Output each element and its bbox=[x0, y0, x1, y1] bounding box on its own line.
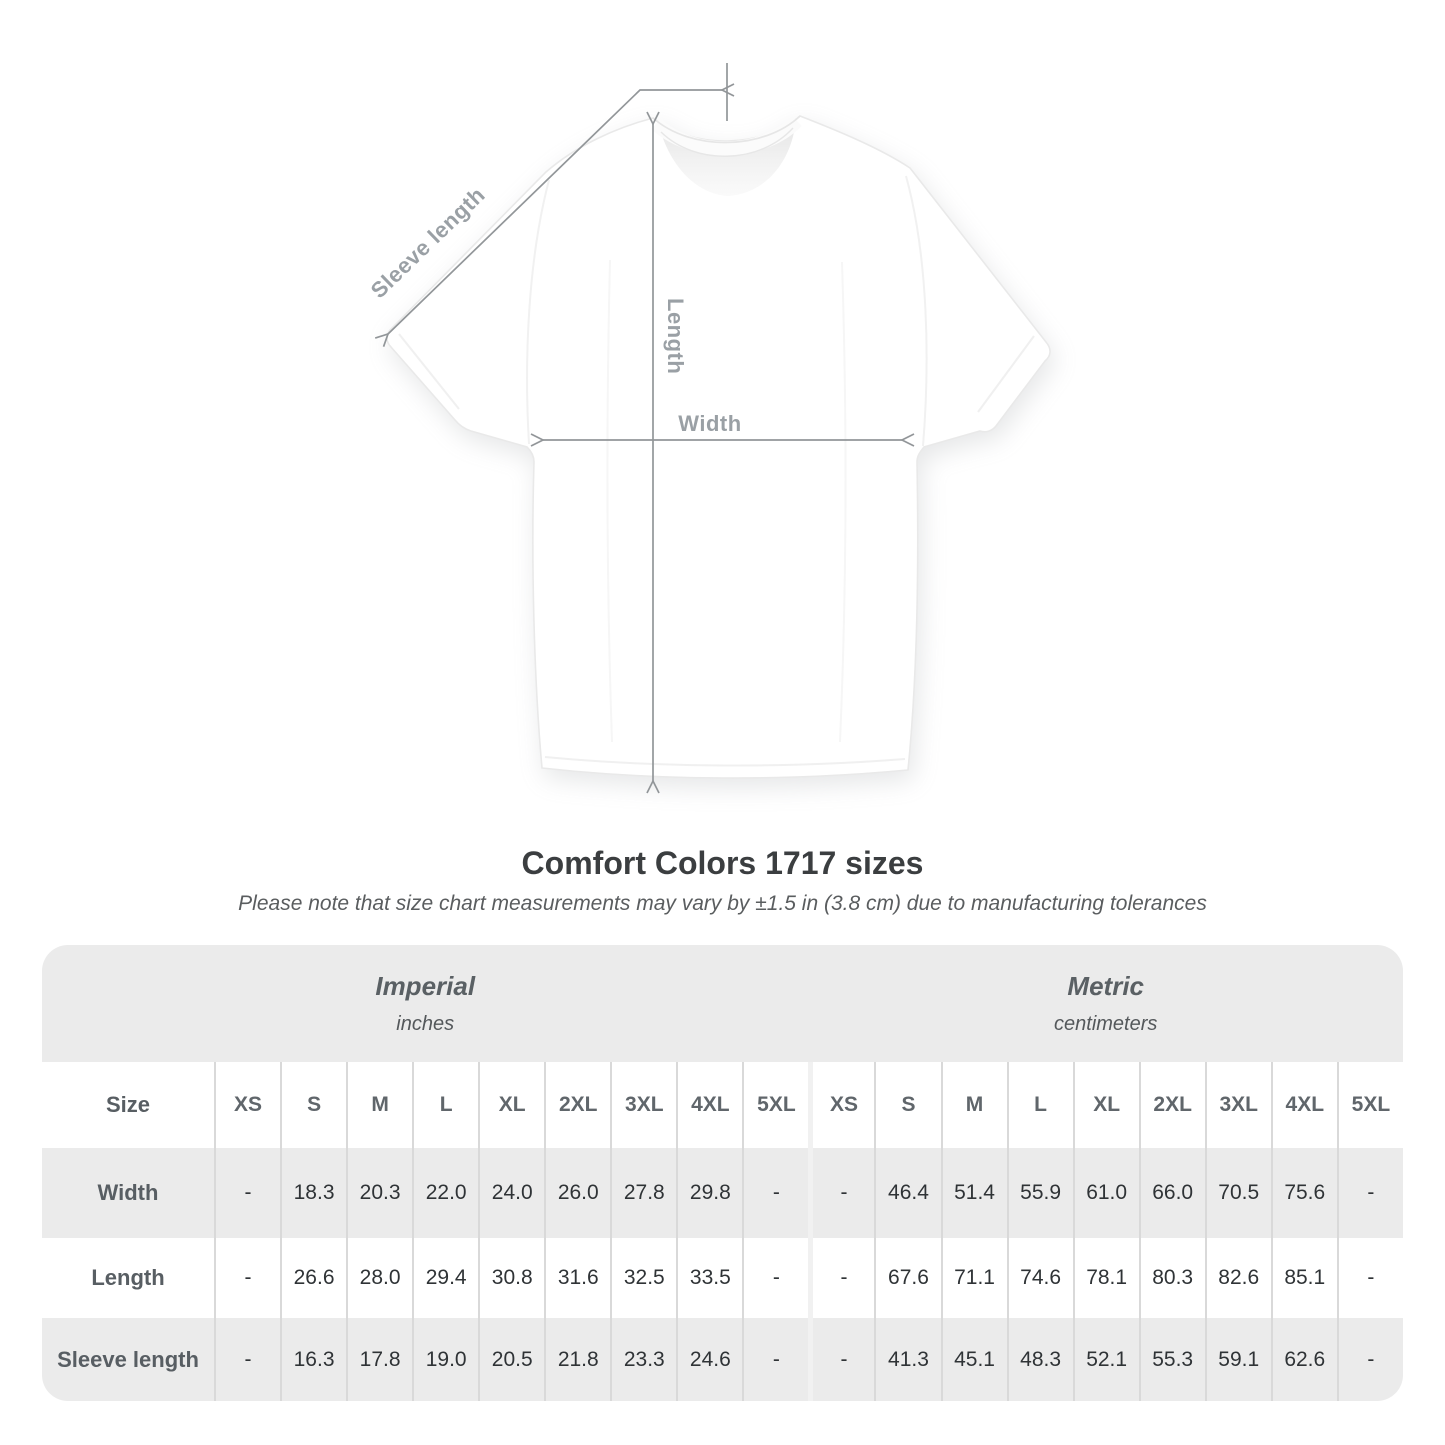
title-block: Comfort Colors 1717 sizes Please note th… bbox=[0, 845, 1445, 916]
size-chart-table: Imperial inches Metric centimeters Size … bbox=[42, 945, 1403, 1401]
value-cell: 23.3 bbox=[610, 1318, 676, 1401]
value-cell: 82.6 bbox=[1204, 1238, 1271, 1318]
value-cell: 71.1 bbox=[940, 1238, 1007, 1318]
value-cell: - bbox=[808, 1238, 874, 1318]
size-col-header: XS bbox=[214, 1062, 281, 1148]
value-cell: 55.3 bbox=[1138, 1318, 1205, 1401]
value-cell: 26.6 bbox=[280, 1238, 346, 1318]
row-label: Length bbox=[91, 1265, 165, 1290]
value-cell: 33.5 bbox=[676, 1238, 742, 1318]
size-col-header: XS bbox=[808, 1062, 875, 1148]
size-col-header: L bbox=[1006, 1062, 1073, 1148]
tshirt-measurement-diagram: Sleeve length Length Width bbox=[366, 63, 1051, 794]
size-col-header: 2XL bbox=[1138, 1062, 1205, 1148]
size-col-header: 3XL bbox=[1204, 1062, 1271, 1148]
metric-group-header: Metric centimeters bbox=[808, 945, 1403, 1062]
imperial-unit: inches bbox=[396, 1013, 455, 1035]
length-label: Length bbox=[663, 298, 688, 374]
value-cell: 66.0 bbox=[1138, 1148, 1205, 1238]
value-cell: 19.0 bbox=[412, 1318, 478, 1401]
value-cell: 27.8 bbox=[610, 1148, 676, 1238]
value-cell: 74.6 bbox=[1006, 1238, 1073, 1318]
value-cell: 26.0 bbox=[544, 1148, 610, 1238]
value-cell: - bbox=[808, 1148, 874, 1238]
value-cell: - bbox=[214, 1238, 280, 1318]
value-cell: 55.9 bbox=[1006, 1148, 1073, 1238]
value-cell: 46.4 bbox=[874, 1148, 940, 1238]
value-cell: 17.8 bbox=[346, 1318, 412, 1401]
value-cell: 59.1 bbox=[1204, 1318, 1271, 1401]
page-title: Comfort Colors 1717 sizes bbox=[521, 845, 924, 881]
size-column-header: Size bbox=[42, 1062, 214, 1148]
value-cell: 67.6 bbox=[874, 1238, 940, 1318]
size-col-header: 5XL bbox=[742, 1062, 809, 1148]
value-cell: 31.6 bbox=[544, 1238, 610, 1318]
imperial-label: Imperial bbox=[375, 971, 476, 1001]
value-cell: 28.0 bbox=[346, 1238, 412, 1318]
value-cell: 61.0 bbox=[1072, 1148, 1139, 1238]
value-cell: 20.3 bbox=[346, 1148, 412, 1238]
size-col-header: XL bbox=[478, 1062, 545, 1148]
value-cell: 24.6 bbox=[676, 1318, 742, 1401]
value-cell: 29.4 bbox=[412, 1238, 478, 1318]
size-col-header: L bbox=[412, 1062, 479, 1148]
value-cell: - bbox=[742, 1148, 808, 1238]
size-col-header: M bbox=[346, 1062, 413, 1148]
value-cell: 20.5 bbox=[478, 1318, 544, 1401]
value-cell: 30.8 bbox=[478, 1238, 544, 1318]
measurement-arrows bbox=[374, 63, 915, 794]
value-cell: 78.1 bbox=[1072, 1238, 1139, 1318]
size-col-header: 2XL bbox=[544, 1062, 611, 1148]
size-col-header: S bbox=[874, 1062, 941, 1148]
size-col-header: XL bbox=[1072, 1062, 1139, 1148]
value-cell: 22.0 bbox=[412, 1148, 478, 1238]
value-cell: - bbox=[214, 1148, 280, 1238]
value-cell: 80.3 bbox=[1138, 1238, 1205, 1318]
value-cell: - bbox=[742, 1238, 808, 1318]
tolerance-note: Please note that size chart measurements… bbox=[238, 892, 1207, 916]
value-cell: 70.5 bbox=[1204, 1148, 1271, 1238]
row-label: Width bbox=[97, 1180, 159, 1205]
value-cell: 51.4 bbox=[940, 1148, 1007, 1238]
size-col-header: 3XL bbox=[610, 1062, 677, 1148]
value-cell: 62.6 bbox=[1270, 1318, 1337, 1401]
value-cell: 45.1 bbox=[940, 1318, 1007, 1401]
value-cell: 16.3 bbox=[280, 1318, 346, 1401]
value-cell: - bbox=[1336, 1318, 1403, 1401]
imperial-group-header: Imperial inches bbox=[42, 945, 809, 1062]
size-header-row: Size XS S M L XL 2XL 3XL 4XL 5XL XS S M … bbox=[42, 1062, 1403, 1148]
width-label: Width bbox=[678, 411, 741, 436]
value-cell: 52.1 bbox=[1072, 1318, 1139, 1401]
metric-unit: centimeters bbox=[1054, 1013, 1158, 1035]
size-col-header: 5XL bbox=[1336, 1062, 1403, 1148]
table-row-sleeve-length: Sleeve length - 16.3 17.8 19.0 20.5 21.8… bbox=[42, 1318, 1403, 1401]
value-cell: - bbox=[1336, 1148, 1403, 1238]
value-cell: 32.5 bbox=[610, 1238, 676, 1318]
table-row-length: Length - 26.6 28.0 29.4 30.8 31.6 32.5 3… bbox=[42, 1238, 1403, 1318]
unit-group-row: Imperial inches Metric centimeters bbox=[42, 945, 1403, 1062]
value-cell: - bbox=[214, 1318, 280, 1401]
value-cell: 21.8 bbox=[544, 1318, 610, 1401]
value-cell: 29.8 bbox=[676, 1148, 742, 1238]
size-col-header: M bbox=[940, 1062, 1007, 1148]
value-cell: 41.3 bbox=[874, 1318, 940, 1401]
value-cell: - bbox=[1336, 1238, 1403, 1318]
size-col-header: S bbox=[280, 1062, 347, 1148]
value-cell: - bbox=[808, 1318, 874, 1401]
metric-label: Metric bbox=[1067, 971, 1144, 1001]
value-cell: - bbox=[742, 1318, 808, 1401]
value-cell: 85.1 bbox=[1270, 1238, 1337, 1318]
value-cell: 48.3 bbox=[1006, 1318, 1073, 1401]
value-cell: 75.6 bbox=[1270, 1148, 1337, 1238]
row-label: Sleeve length bbox=[57, 1346, 199, 1372]
size-col-header: 4XL bbox=[1270, 1062, 1337, 1148]
table-row-width: Width - 18.3 20.3 22.0 24.0 26.0 27.8 29… bbox=[42, 1148, 1403, 1238]
value-cell: 18.3 bbox=[280, 1148, 346, 1238]
sleeve-length-arrow bbox=[374, 83, 735, 347]
value-cell: 24.0 bbox=[478, 1148, 544, 1238]
size-col-header: 4XL bbox=[676, 1062, 743, 1148]
tshirt-image bbox=[386, 115, 1051, 779]
